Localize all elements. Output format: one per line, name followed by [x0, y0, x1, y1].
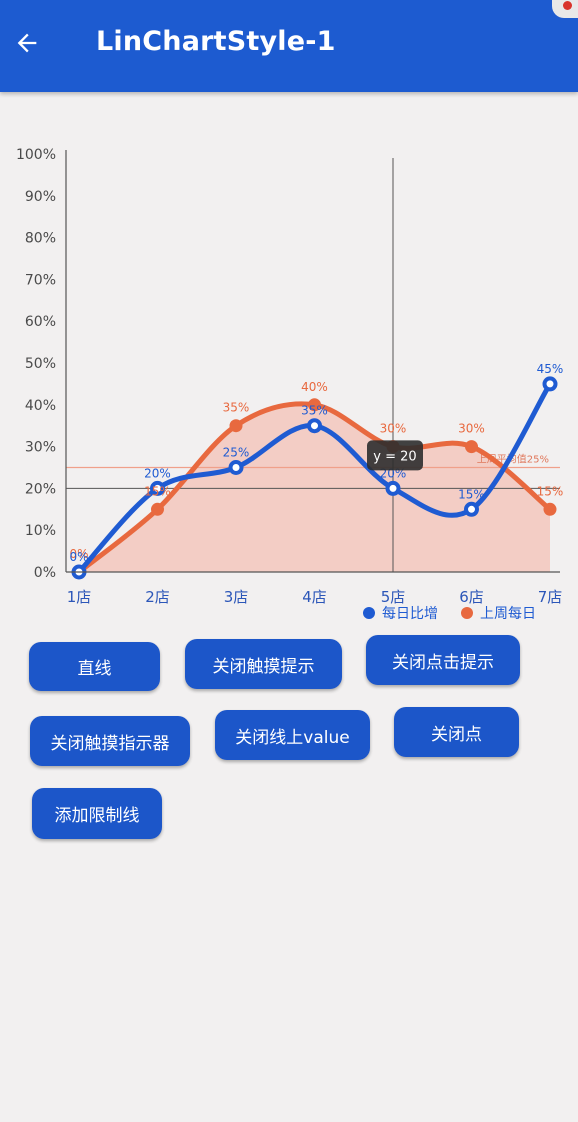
- data-label: 15%: [458, 487, 485, 501]
- y-tick-label: 10%: [25, 523, 56, 539]
- y-tick-label: 20%: [25, 481, 56, 497]
- data-label: 0%: [69, 547, 88, 561]
- arrow-back-icon: [17, 33, 37, 53]
- legend-label: 上周每日: [480, 606, 536, 622]
- data-point: [151, 502, 164, 516]
- data-point: [542, 376, 558, 392]
- data-point: [308, 398, 321, 412]
- add-limit-line-button[interactable]: 添加限制线: [32, 788, 162, 839]
- y-tick-label: 100%: [16, 147, 56, 163]
- close-points-button[interactable]: 关闭点: [394, 707, 519, 757]
- page-title: LinChartStyle-1: [96, 26, 336, 57]
- app-bar: LinChartStyle-1: [0, 0, 578, 92]
- data-point: [307, 418, 322, 434]
- close-click-tip-button[interactable]: 关闭点击提示: [366, 635, 520, 685]
- data-point: [464, 501, 479, 517]
- data-label: 30%: [458, 422, 485, 436]
- y-tick-label: 80%: [25, 231, 56, 247]
- data-label: 0%: [69, 550, 88, 564]
- y-tick-label: 0%: [34, 565, 56, 581]
- x-tick-label: 1店: [67, 588, 92, 606]
- data-label: 35%: [301, 404, 328, 418]
- status-badge: [552, 0, 578, 18]
- x-tick-label: 6店: [459, 588, 484, 606]
- x-tick-label: 2店: [145, 588, 170, 606]
- notification-dot-icon: [563, 1, 572, 10]
- straight-line-button[interactable]: 直线: [29, 642, 160, 691]
- data-point: [543, 502, 557, 516]
- y-tick-label: 50%: [25, 356, 56, 372]
- data-label: 15%: [144, 484, 171, 498]
- data-point: [150, 480, 165, 496]
- data-label: 15%: [537, 484, 564, 498]
- data-point: [229, 419, 243, 433]
- data-label: 30%: [380, 422, 407, 436]
- tooltip-text: y = 20: [373, 449, 416, 464]
- data-point: [228, 460, 244, 475]
- legend-swatch: [363, 607, 375, 619]
- data-point: [465, 440, 478, 454]
- back-button[interactable]: [10, 26, 44, 60]
- line-chart[interactable]: 上周平均值25% 0%15%35%40%30% 30%15%0%20%25%35%…: [0, 92, 578, 632]
- data-label: 35%: [223, 401, 250, 415]
- y-tick-label: 70%: [25, 272, 56, 288]
- data-point: [385, 480, 401, 496]
- close-line-value-button[interactable]: 关闭线上value: [215, 710, 370, 760]
- y-tick-label: 40%: [25, 398, 56, 414]
- data-label: 25%: [223, 446, 250, 460]
- data-label: 20%: [144, 466, 171, 480]
- y-tick-label: 30%: [25, 440, 56, 456]
- x-tick-label: 4店: [302, 588, 327, 606]
- legend-label: 每日比增: [382, 606, 438, 622]
- x-tick-label: 5店: [381, 588, 406, 606]
- y-tick-label: 90%: [25, 189, 56, 205]
- x-tick-label: 7店: [538, 588, 563, 606]
- data-label: 45%: [537, 362, 564, 376]
- x-tick-label: 3店: [224, 588, 249, 606]
- legend-swatch: [461, 607, 473, 619]
- data-label: 40%: [301, 380, 328, 394]
- tooltip-box: [367, 440, 423, 471]
- close-touch-tip-button[interactable]: 关闭触摸提示: [185, 639, 342, 689]
- close-touch-indicator-button[interactable]: 关闭触摸指示器: [30, 716, 190, 766]
- y-tick-label: 60%: [25, 314, 56, 330]
